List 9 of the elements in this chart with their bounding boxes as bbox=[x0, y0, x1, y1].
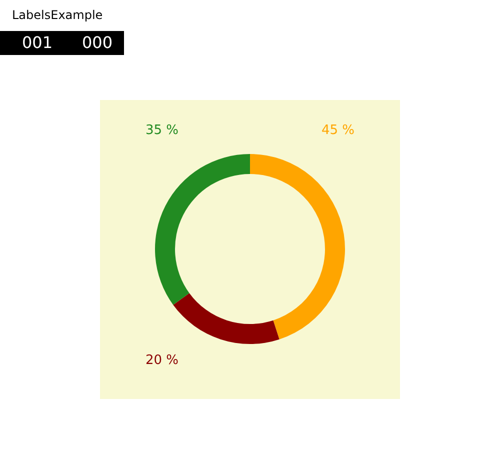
chart-title: LabelsExample bbox=[12, 8, 103, 22]
donut-slice bbox=[173, 293, 280, 344]
text: 001 bbox=[22, 33, 53, 52]
donut-slice bbox=[155, 154, 250, 305]
data-label: 20 % bbox=[145, 353, 179, 368]
data-label: 35 % bbox=[145, 123, 179, 138]
donut-slice bbox=[250, 154, 345, 340]
text: 000 bbox=[82, 33, 113, 52]
data-label: 45 % bbox=[321, 123, 355, 138]
